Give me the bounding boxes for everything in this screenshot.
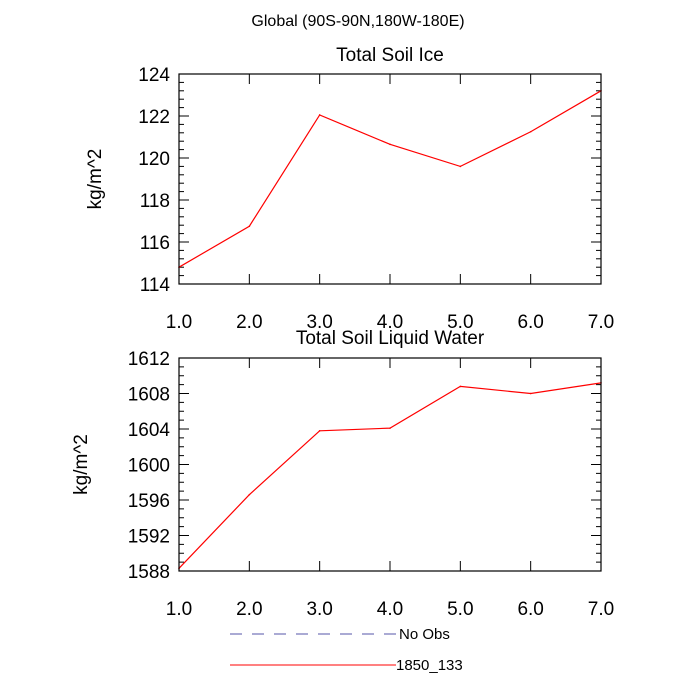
legend: No Obs 1850_133 bbox=[230, 626, 463, 674]
x-tick-label: 4.0 bbox=[377, 599, 403, 620]
chart-panel-1: Total Soil Ice kg/m^2 114 116 118 120 122 124 1.… bbox=[85, 45, 614, 333]
series-line bbox=[178, 90, 602, 268]
y-tick-label: 1608 bbox=[128, 385, 170, 406]
y-tick-label: 122 bbox=[138, 107, 170, 128]
y-axis-label: kg/m^2 bbox=[71, 434, 92, 495]
chart-panel-2: Total Soil Liquid Water kg/m^2 1588 1592 159… bbox=[71, 328, 614, 620]
x-tick-label: 1.0 bbox=[166, 312, 192, 333]
data-point bbox=[318, 114, 321, 116]
x-tick-label: 7.0 bbox=[588, 312, 614, 333]
figure-suptitle: Global (90S-90N,180W-180E) bbox=[251, 13, 464, 30]
data-point bbox=[529, 392, 532, 395]
legend-entry: 1850_133 bbox=[230, 657, 463, 674]
y-tick-label: 1604 bbox=[128, 420, 171, 441]
y-tick-label: 118 bbox=[140, 191, 170, 212]
x-tick-label: 4.0 bbox=[377, 312, 403, 333]
data-point bbox=[529, 130, 532, 133]
y-minor-ticks bbox=[179, 357, 601, 572]
y-tick-label: 1612 bbox=[128, 349, 170, 370]
x-tick-label: 6.0 bbox=[517, 599, 543, 620]
y-tick-label: 120 bbox=[138, 149, 170, 170]
y-tick-label: 124 bbox=[138, 65, 170, 86]
legend-entry: No Obs bbox=[230, 626, 450, 643]
data-point bbox=[389, 143, 391, 146]
panels: Total Soil Ice kg/m^2 114 116 118 120 122 124 1.… bbox=[71, 45, 614, 620]
y-minor-ticks bbox=[179, 73, 601, 285]
y-tick-label: 116 bbox=[140, 233, 170, 254]
plot-frame bbox=[178, 357, 602, 572]
data-point bbox=[248, 493, 251, 496]
x-tick-label: 2.0 bbox=[236, 599, 262, 620]
chart-title: Total Soil Ice bbox=[336, 45, 444, 66]
x-tick-label: 3.0 bbox=[306, 312, 332, 333]
data-point bbox=[248, 225, 251, 228]
x-tick-label: 5.0 bbox=[447, 599, 473, 620]
y-tick-label: 1596 bbox=[128, 491, 170, 512]
x-tick-label: 3.0 bbox=[306, 599, 332, 620]
series-line bbox=[178, 382, 602, 569]
data-point bbox=[459, 165, 462, 168]
data-point bbox=[459, 385, 462, 388]
x-tick-label: 6.0 bbox=[517, 312, 543, 333]
chart-title: Total Soil Liquid Water bbox=[296, 328, 485, 349]
data-point bbox=[318, 429, 321, 432]
legend-label: No Obs bbox=[399, 626, 450, 643]
y-tick-label: 1600 bbox=[128, 456, 170, 477]
y-tick-label: 114 bbox=[140, 275, 171, 296]
data-point bbox=[389, 427, 391, 429]
x-tick-label: 1.0 bbox=[166, 599, 192, 620]
y-tick-label: 1588 bbox=[128, 562, 170, 583]
legend-label: 1850_133 bbox=[396, 657, 463, 674]
x-tick-label: 7.0 bbox=[588, 599, 614, 620]
plot-frame bbox=[178, 73, 602, 285]
x-tick-label: 5.0 bbox=[447, 312, 473, 333]
y-tick-label: 1592 bbox=[128, 527, 170, 548]
x-tick-label: 2.0 bbox=[236, 312, 262, 333]
y-axis-label: kg/m^2 bbox=[85, 149, 106, 210]
